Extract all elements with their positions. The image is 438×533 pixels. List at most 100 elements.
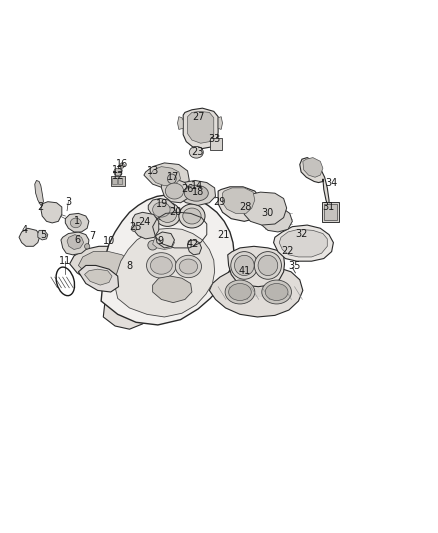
Polygon shape (218, 117, 223, 130)
Polygon shape (133, 212, 159, 239)
Polygon shape (41, 201, 62, 223)
Ellipse shape (114, 168, 122, 176)
Text: 5: 5 (40, 230, 46, 240)
Ellipse shape (183, 208, 201, 224)
Ellipse shape (150, 257, 172, 274)
Polygon shape (300, 158, 329, 209)
Ellipse shape (184, 185, 208, 201)
Polygon shape (155, 232, 174, 248)
Ellipse shape (189, 147, 203, 158)
Ellipse shape (175, 255, 201, 278)
Text: 1: 1 (74, 216, 80, 227)
Text: 9: 9 (157, 236, 163, 246)
Polygon shape (65, 213, 89, 232)
Ellipse shape (179, 204, 205, 228)
Polygon shape (78, 265, 119, 292)
Polygon shape (152, 236, 174, 249)
Polygon shape (144, 163, 189, 189)
Text: 8: 8 (127, 262, 133, 271)
Text: 22: 22 (282, 246, 294, 255)
Polygon shape (223, 188, 255, 213)
Ellipse shape (165, 183, 184, 199)
Polygon shape (176, 181, 215, 205)
Ellipse shape (154, 203, 180, 227)
Text: 2: 2 (38, 202, 44, 212)
Text: 42: 42 (187, 239, 199, 249)
Text: 35: 35 (288, 262, 300, 271)
Text: 11: 11 (59, 256, 71, 266)
Text: 16: 16 (116, 159, 128, 169)
Ellipse shape (71, 218, 81, 228)
Polygon shape (261, 207, 292, 232)
Polygon shape (78, 252, 130, 277)
Text: 12: 12 (113, 171, 125, 181)
Ellipse shape (231, 252, 258, 279)
Text: 41: 41 (238, 266, 251, 276)
Polygon shape (177, 117, 183, 130)
Ellipse shape (234, 255, 254, 276)
Polygon shape (152, 276, 192, 303)
Polygon shape (38, 230, 48, 240)
Ellipse shape (258, 255, 278, 276)
Text: 31: 31 (322, 202, 334, 212)
Polygon shape (183, 108, 218, 149)
Polygon shape (187, 240, 201, 255)
Text: 28: 28 (239, 202, 251, 212)
Text: 26: 26 (181, 184, 194, 195)
Ellipse shape (225, 280, 255, 304)
Text: 19: 19 (156, 199, 168, 209)
Ellipse shape (148, 240, 157, 250)
Text: 34: 34 (325, 177, 338, 188)
Polygon shape (187, 111, 214, 143)
Polygon shape (35, 181, 43, 205)
Polygon shape (279, 229, 327, 257)
Bar (324, 204, 337, 220)
Text: 7: 7 (89, 231, 95, 241)
Text: 13: 13 (146, 166, 159, 176)
Polygon shape (218, 187, 261, 221)
Text: 27: 27 (192, 112, 204, 122)
Text: 25: 25 (129, 222, 141, 232)
Polygon shape (274, 225, 333, 261)
Text: 30: 30 (261, 208, 273, 219)
Polygon shape (85, 269, 112, 285)
Polygon shape (67, 235, 84, 249)
Text: 33: 33 (208, 134, 221, 144)
Text: 17: 17 (167, 172, 179, 182)
Polygon shape (61, 232, 89, 255)
Ellipse shape (167, 174, 176, 183)
Polygon shape (303, 158, 323, 177)
Ellipse shape (147, 253, 176, 278)
Polygon shape (209, 265, 303, 317)
Text: 21: 21 (217, 230, 230, 240)
Polygon shape (150, 167, 180, 185)
Polygon shape (161, 179, 189, 203)
Ellipse shape (179, 259, 198, 274)
Polygon shape (148, 198, 174, 220)
Bar (210, 138, 222, 150)
Polygon shape (115, 228, 215, 317)
Text: 18: 18 (192, 187, 204, 197)
Ellipse shape (229, 284, 251, 301)
Bar (111, 176, 125, 185)
Bar (321, 201, 339, 222)
Polygon shape (101, 195, 234, 325)
Text: 14: 14 (191, 181, 203, 191)
Ellipse shape (131, 225, 137, 231)
Bar (113, 178, 117, 184)
Ellipse shape (254, 252, 282, 279)
Ellipse shape (262, 280, 291, 304)
Polygon shape (230, 288, 288, 297)
Polygon shape (103, 287, 155, 329)
Polygon shape (243, 192, 287, 225)
Text: 3: 3 (65, 197, 71, 207)
Polygon shape (228, 246, 285, 287)
Ellipse shape (265, 284, 288, 301)
Ellipse shape (85, 244, 90, 249)
Polygon shape (70, 246, 152, 289)
Ellipse shape (120, 163, 124, 168)
Text: 10: 10 (103, 236, 115, 246)
Text: 24: 24 (138, 217, 151, 227)
Text: 6: 6 (74, 235, 80, 245)
Polygon shape (157, 207, 202, 224)
